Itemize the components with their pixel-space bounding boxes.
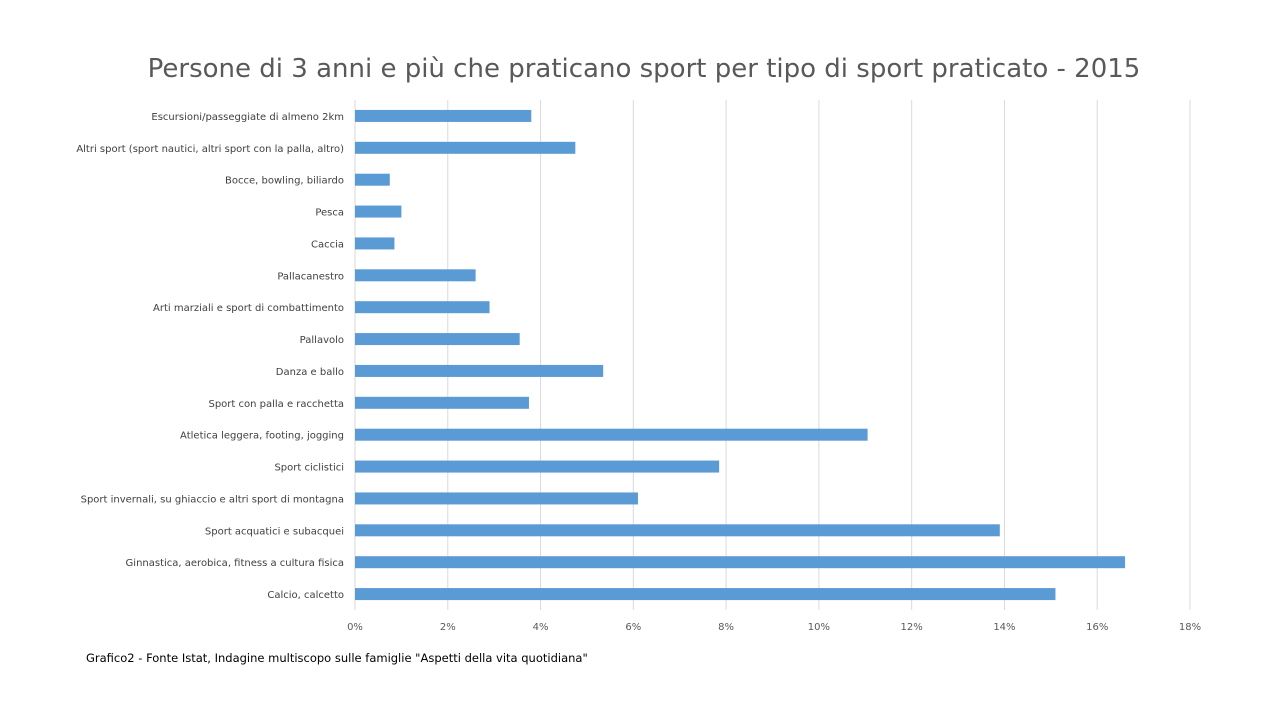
category-label: Bocce, bowling, biliardo (225, 176, 344, 187)
gridlines (354, 100, 1191, 610)
x-tick-label: 10% (808, 622, 830, 633)
chart-title: Persone di 3 anni e più che praticano sp… (148, 54, 1141, 84)
category-label: Pallacanestro (277, 271, 344, 282)
category-label: Arti marziali e sport di combattimento (153, 303, 344, 314)
bar (355, 301, 490, 314)
bar (355, 428, 868, 441)
category-label: Sport acquatici e subacquei (205, 526, 344, 537)
bar (355, 333, 520, 346)
bar (355, 269, 476, 282)
bar (355, 109, 532, 122)
category-label: Sport ciclistici (274, 463, 344, 474)
bar (355, 492, 638, 505)
bar (355, 141, 576, 154)
x-tick-label: 8% (718, 622, 734, 633)
x-tick-label: 12% (901, 622, 923, 633)
category-labels: Escursioni/passeggiate di almeno 2km Altr… (76, 112, 344, 601)
category-label: Ginnastica, aerobica, fitness a cultura … (126, 558, 344, 569)
bar (355, 556, 1126, 569)
x-axis-tick-labels: 0% 2% 4% 6% 8% 10% 12% 14% 16% 18% (347, 622, 1201, 633)
x-tick-label: 6% (625, 622, 641, 633)
bar (355, 173, 390, 186)
x-tick-label: 0% (347, 622, 363, 633)
category-label: Atletica leggera, footing, jogging (180, 431, 344, 442)
category-label: Pesca (315, 208, 344, 219)
x-tick-label: 16% (1086, 622, 1108, 633)
x-tick-label: 4% (533, 622, 549, 633)
x-tick-label: 2% (440, 622, 456, 633)
bar (355, 205, 402, 218)
bar (355, 364, 604, 377)
bar (355, 396, 529, 409)
category-label: Sport invernali, su ghiaccio e altri spo… (81, 494, 344, 505)
bars (355, 109, 1126, 601)
category-label: Calcio, calcetto (267, 590, 344, 601)
category-label: Sport con palla e racchetta (208, 399, 344, 410)
bar (355, 588, 1056, 601)
bar (355, 237, 395, 250)
source-note: Grafico2 - Fonte Istat, Indagine multisc… (86, 651, 588, 665)
category-label: Danza e ballo (276, 367, 344, 378)
bar (355, 524, 1000, 537)
bar (355, 460, 720, 473)
category-label: Altri sport (sport nautici, altri sport … (76, 144, 344, 155)
x-tick-label: 18% (1179, 622, 1201, 633)
x-tick-label: 14% (993, 622, 1015, 633)
category-label: Caccia (311, 239, 344, 250)
category-label: Pallavolo (300, 335, 344, 346)
category-label: Escursioni/passeggiate di almeno 2km (151, 112, 344, 123)
